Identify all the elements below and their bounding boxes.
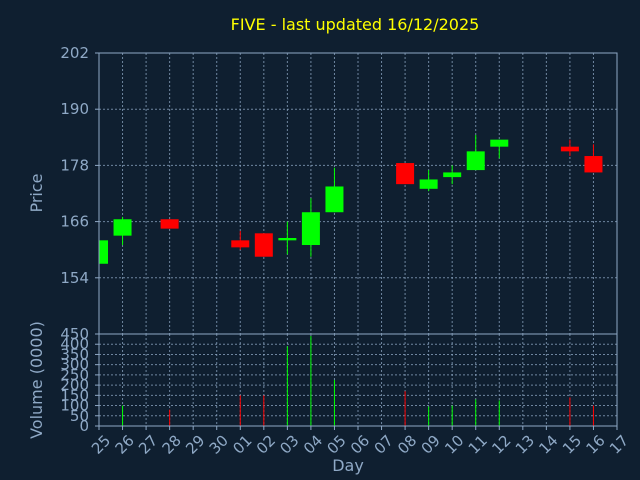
volume-axis-label: Volume (0000) bbox=[27, 321, 46, 439]
chart-title: FIVE - last updated 16/12/2025 bbox=[231, 15, 480, 34]
candle-body bbox=[254, 233, 273, 257]
volume-tick-label: 100 bbox=[60, 397, 89, 415]
candle-26 bbox=[113, 216, 132, 246]
day-tick-label: 11 bbox=[465, 432, 491, 458]
day-tick-label: 05 bbox=[323, 432, 349, 458]
candle-body bbox=[160, 219, 179, 229]
volume-tick-label: 300 bbox=[60, 356, 89, 374]
day-tick-label: 26 bbox=[112, 432, 138, 458]
day-tick-label: 17 bbox=[606, 432, 632, 458]
candle-body bbox=[325, 186, 344, 213]
price-axis-label: Price bbox=[27, 173, 46, 212]
volume-grid bbox=[98, 334, 618, 426]
price-tick-label: 190 bbox=[60, 100, 89, 118]
day-tick-label: 08 bbox=[394, 432, 420, 458]
price-tick-label: 154 bbox=[60, 269, 89, 287]
candle-body bbox=[113, 219, 132, 236]
price-candles bbox=[98, 134, 603, 264]
day-tick-label: 09 bbox=[418, 432, 444, 458]
candle-03 bbox=[278, 221, 297, 255]
candle-body bbox=[278, 237, 297, 241]
day-tick-label: 29 bbox=[182, 432, 208, 458]
volume-tick-label: 200 bbox=[60, 376, 89, 394]
day-tick-label: 01 bbox=[229, 432, 255, 458]
candle-11 bbox=[466, 134, 485, 171]
candle-body bbox=[301, 212, 320, 246]
price-tick-label: 202 bbox=[60, 44, 89, 62]
volume-tick-label: 400 bbox=[60, 335, 89, 353]
day-tick-label: 25 bbox=[88, 432, 114, 458]
candle-body bbox=[443, 172, 462, 178]
price-tick-label: 178 bbox=[60, 156, 89, 174]
candle-body bbox=[466, 151, 485, 171]
day-tick-label: 12 bbox=[488, 432, 514, 458]
volume-tick-label: 250 bbox=[60, 366, 89, 384]
day-tick-label: 04 bbox=[300, 432, 326, 458]
day-tick-label: 27 bbox=[135, 432, 161, 458]
day-tick-label: 16 bbox=[582, 432, 608, 458]
candle-16 bbox=[584, 144, 603, 173]
day-tick-label: 30 bbox=[206, 432, 232, 458]
volume-tick-label: 150 bbox=[60, 386, 89, 404]
candle-09 bbox=[419, 170, 438, 192]
candle-body bbox=[490, 139, 509, 147]
candle-04 bbox=[301, 198, 320, 257]
candle-28 bbox=[160, 219, 179, 229]
candle-body bbox=[99, 240, 108, 264]
day-axis: 2526272829300102030405060708091011121314… bbox=[88, 426, 632, 458]
candle-05 bbox=[325, 167, 344, 213]
day-axis-label: Day bbox=[332, 456, 364, 475]
candle-01 bbox=[231, 230, 250, 250]
day-tick-label: 06 bbox=[347, 432, 373, 458]
volume-tick-label: 450 bbox=[60, 325, 89, 343]
candle-15 bbox=[560, 139, 579, 157]
day-tick-label: 13 bbox=[512, 432, 538, 458]
day-tick-label: 15 bbox=[559, 432, 585, 458]
candle-10 bbox=[443, 165, 462, 185]
candle-body bbox=[584, 156, 603, 173]
candle-body bbox=[560, 146, 579, 152]
day-tick-label: 28 bbox=[159, 432, 185, 458]
price-axis: 154 166 178 190 202 bbox=[60, 44, 99, 287]
volume-tick-label: 350 bbox=[60, 345, 89, 363]
day-tick-label: 02 bbox=[253, 432, 279, 458]
candle-08 bbox=[396, 163, 415, 185]
candle-body bbox=[419, 179, 438, 189]
candle-25 bbox=[98, 235, 108, 264]
day-tick-label: 03 bbox=[276, 432, 302, 458]
candle-body bbox=[231, 240, 250, 248]
candle-body bbox=[396, 163, 415, 185]
candle-02 bbox=[254, 233, 273, 257]
candle-12 bbox=[490, 139, 509, 159]
day-tick-label: 10 bbox=[441, 432, 467, 458]
volume-bars bbox=[122, 336, 594, 426]
price-tick-label: 166 bbox=[60, 213, 89, 231]
volume-tick-label: 50 bbox=[70, 407, 89, 425]
price-grid bbox=[98, 52, 618, 334]
day-tick-label: 14 bbox=[535, 432, 561, 458]
volume-tick-label: 0 bbox=[79, 417, 89, 435]
day-tick-label: 07 bbox=[371, 432, 397, 458]
